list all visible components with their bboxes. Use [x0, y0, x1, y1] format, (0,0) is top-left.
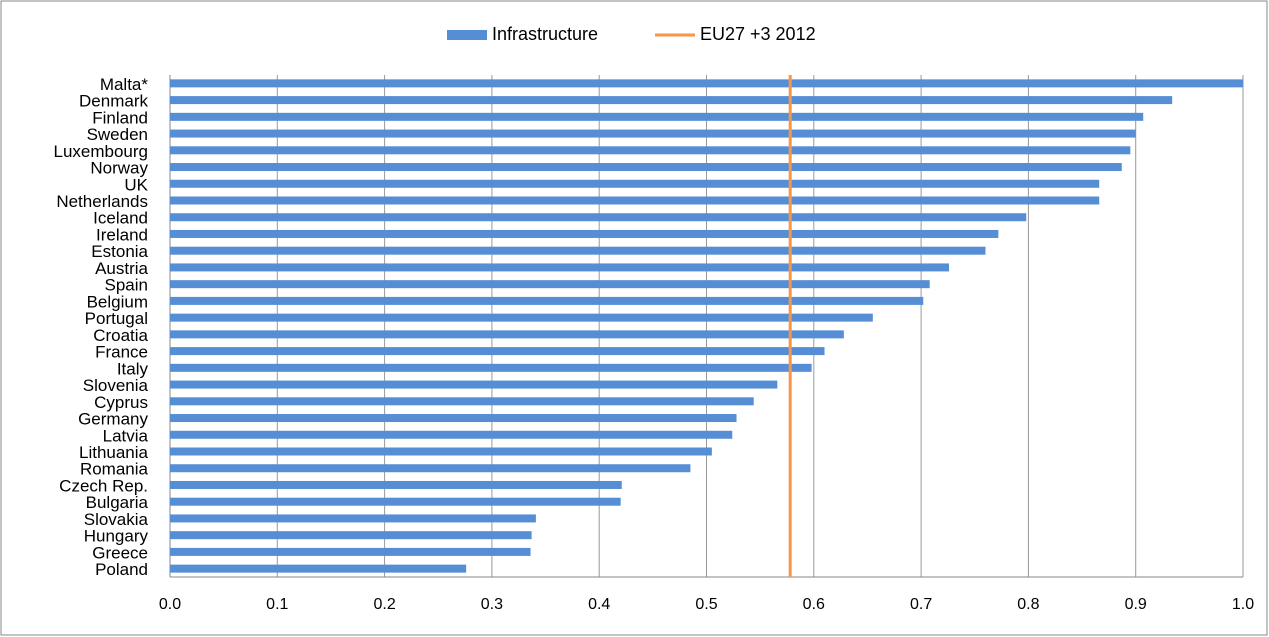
- y-tick-label: Italy: [117, 359, 149, 378]
- bar: [170, 330, 844, 339]
- x-tick-label: 0.8: [1017, 596, 1039, 613]
- bar: [170, 447, 712, 456]
- bar: [170, 246, 986, 255]
- y-tick-label: Latvia: [103, 426, 149, 445]
- y-tick-label: Bulgaria: [86, 493, 149, 512]
- bar: [170, 263, 949, 272]
- bar: [170, 213, 1027, 222]
- bar: [170, 129, 1136, 138]
- bar: [170, 347, 825, 356]
- legend-label: Infrastructure: [492, 24, 598, 44]
- bar: [170, 229, 999, 238]
- y-tick-label: Croatia: [93, 326, 148, 345]
- bar: [170, 480, 622, 489]
- y-tick-label: Luxembourg: [53, 142, 148, 161]
- y-tick-label: Germany: [78, 410, 148, 429]
- bar: [170, 363, 812, 372]
- x-tick-label: 0.7: [910, 596, 932, 613]
- y-tick-label: Cyprus: [94, 393, 148, 412]
- bar: [170, 397, 754, 406]
- y-tick-label: Spain: [105, 276, 148, 295]
- bar: [170, 547, 531, 556]
- x-tick-label: 0.0: [159, 596, 181, 613]
- y-tick-label: Romania: [80, 460, 149, 479]
- bar: [170, 196, 1100, 205]
- y-tick-label: Norway: [90, 159, 148, 178]
- y-tick-label: France: [95, 343, 148, 362]
- bar: [170, 179, 1100, 188]
- y-tick-label: Estonia: [91, 242, 148, 261]
- bar: [170, 146, 1131, 155]
- y-tick-label: Slovakia: [84, 510, 149, 529]
- y-tick-label: Ireland: [96, 225, 148, 244]
- x-tick-label: 1.0: [1232, 596, 1254, 613]
- bar: [170, 564, 467, 573]
- bar: [170, 313, 873, 322]
- bar: [170, 112, 1144, 121]
- y-tick-label: Finland: [92, 108, 148, 127]
- bar: [170, 430, 733, 439]
- bar: [170, 96, 1173, 105]
- bar: [170, 296, 924, 305]
- x-tick-label: 0.4: [588, 596, 610, 613]
- y-tick-label: Czech Rep.: [59, 476, 148, 495]
- bar: [170, 514, 536, 523]
- x-tick-label: 0.9: [1125, 596, 1147, 613]
- x-tick-label: 0.5: [695, 596, 717, 613]
- y-tick-label: Portugal: [85, 309, 148, 328]
- bar: [170, 497, 621, 506]
- y-tick-label: Austria: [95, 259, 148, 278]
- y-tick-label: Poland: [95, 560, 148, 579]
- bar: [170, 531, 532, 540]
- x-tick-label: 0.2: [373, 596, 395, 613]
- y-tick-label: Hungary: [84, 527, 149, 546]
- y-tick-label: UK: [124, 175, 148, 194]
- bar: [170, 280, 930, 289]
- x-tick-label: 0.6: [803, 596, 825, 613]
- bar: [170, 380, 778, 389]
- y-tick-label: Sweden: [87, 125, 148, 144]
- x-tick-label: 0.1: [266, 596, 288, 613]
- y-tick-label: Iceland: [93, 209, 148, 228]
- x-tick-label: 0.3: [481, 596, 503, 613]
- y-tick-label: Slovenia: [83, 376, 149, 395]
- bar: [170, 79, 1243, 88]
- y-tick-label: Greece: [92, 543, 148, 562]
- y-tick-label: Denmark: [79, 92, 148, 111]
- bar: [170, 464, 691, 473]
- y-tick-label: Lithuania: [79, 443, 149, 462]
- legend-swatch: [447, 30, 487, 40]
- bar: [170, 414, 737, 423]
- y-tick-label: Belgium: [87, 292, 148, 311]
- bar: [170, 163, 1122, 172]
- y-tick-label: Netherlands: [56, 192, 148, 211]
- legend-label: EU27 +3 2012: [700, 24, 816, 44]
- y-tick-label: Malta*: [100, 75, 149, 94]
